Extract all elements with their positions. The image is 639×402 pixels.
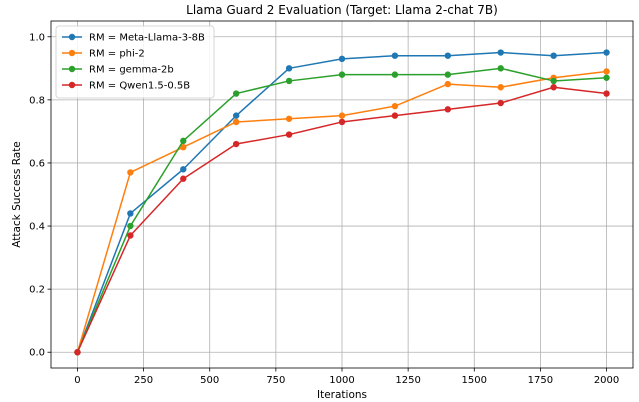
x-tick-label: 1750 [528,375,553,386]
x-tick-label: 750 [266,375,285,386]
data-point [444,52,452,59]
data-point [285,131,293,138]
data-point [338,55,346,63]
data-point [603,68,610,75]
y-axis-label: Attack Success Rate [11,141,23,248]
data-point [285,115,293,122]
data-point [497,65,504,72]
legend-swatch-marker [68,65,76,73]
data-point [232,140,240,148]
data-point [497,84,504,91]
legend: RM = Meta-Llama-3-8B RM = phi-2 RM = gemma… [55,25,215,99]
y-tick-label: 0.2 [29,285,45,296]
legend-entry-label: RM = gemma-2b [89,65,174,76]
data-point [391,52,399,59]
data-point [603,90,610,97]
chart-title: Llama Guard 2 Evaluation (Target: Llama … [186,3,498,17]
legend-entry-label: RM = Meta-Llama-3-8B [89,33,205,44]
data-point [180,137,187,145]
y-tick-label: 0.6 [29,158,45,169]
data-point [444,71,452,78]
data-point [180,143,187,151]
legend-swatch-marker [68,33,76,41]
data-point [338,118,346,126]
x-tick-label: 0 [74,375,80,386]
data-point [232,112,240,119]
data-point [550,77,557,85]
data-point [497,99,504,107]
x-tick-label: 2000 [594,375,619,386]
y-tick-label: 0.0 [29,348,45,359]
data-point [391,112,399,119]
data-point [603,49,610,56]
data-point [127,222,134,230]
data-point [444,80,452,88]
x-tick-label: 500 [200,375,219,386]
legend-swatch-marker [68,81,76,89]
data-point [391,71,399,78]
data-point [338,71,346,78]
data-point [285,65,293,72]
legend-box [55,25,215,99]
series-layer [74,49,610,356]
data-point [232,90,240,97]
series-4 [74,84,610,356]
data-point [603,74,610,81]
y-tick-label: 1.0 [29,32,45,43]
y-tick-label: 0.8 [29,95,45,106]
data-point [497,49,504,56]
legend-entry-label: RM = Qwen1.5-0.5B [89,81,190,92]
data-point [127,169,134,176]
data-point [338,112,346,119]
x-tick-label: 1000 [329,375,354,386]
data-point [127,232,134,239]
x-tick-label: 1500 [462,375,487,386]
data-point [444,106,452,113]
axis-ticks: 0 250 500 750 1000 1250 1500 1750 2000 0.0 0.2 0.4 0… [29,32,619,386]
data-point [232,118,240,126]
x-axis-label: Iterations [317,389,367,401]
data-point [550,52,557,59]
x-tick-label: 1250 [395,375,420,386]
grid [51,21,633,368]
data-point [391,102,399,110]
data-point [550,84,557,91]
legend-swatch-marker [68,49,76,57]
data-point [127,210,134,217]
data-point [74,349,81,356]
legend-entry-label: RM = phi-2 [89,49,145,60]
y-tick-label: 0.4 [29,222,45,233]
data-point [180,175,187,182]
data-point [285,77,293,85]
x-tick-label: 250 [134,375,153,386]
data-point [180,166,187,173]
